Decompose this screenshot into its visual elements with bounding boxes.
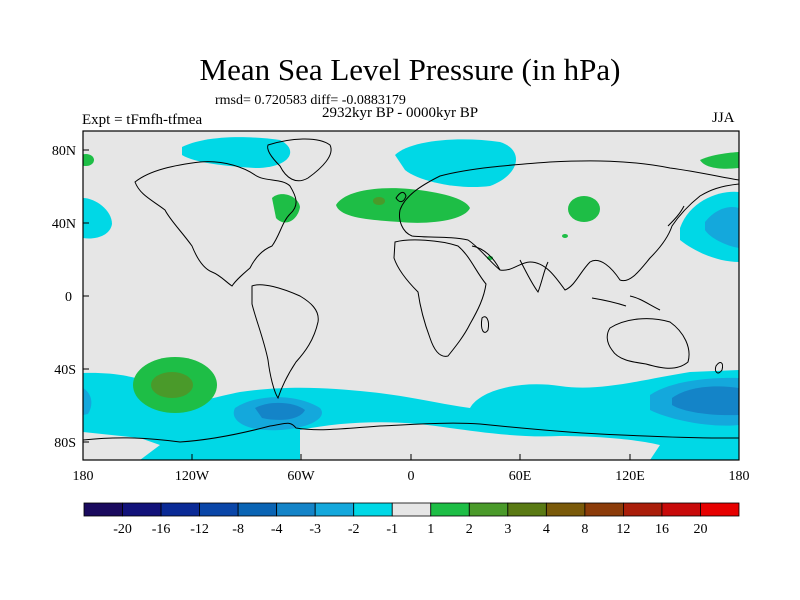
contour-south-pacific-plus2 <box>151 372 193 398</box>
colorbar-label: 3 <box>504 522 511 537</box>
colorbar-label: 2 <box>466 522 473 537</box>
contour-aus-south-minus3 <box>672 386 739 416</box>
colorbar-swatch <box>391 502 432 517</box>
colorbar-label: -1 <box>386 522 398 537</box>
colorbar-label: -4 <box>271 522 283 537</box>
colorbar-swatch <box>353 502 393 517</box>
rmsd-diff-text: rmsd= 0.720583 diff= -0.0883179 <box>215 93 406 108</box>
colorbar-swatch <box>237 502 278 517</box>
lat-label-40s: 40S <box>54 363 76 378</box>
map-title: Mean Sea Level Pressure (in hPa) <box>199 52 621 87</box>
coast-australia <box>606 318 690 369</box>
coast-antarctica <box>83 422 739 443</box>
coast-new-zealand <box>715 362 723 374</box>
contour-arctic-russia-minus1 <box>395 139 517 188</box>
contour-fields <box>83 137 739 460</box>
experiment-label: Expt = tFmfh-tfmea <box>82 112 203 128</box>
colorbar-label: -3 <box>309 522 321 537</box>
coast-greenland <box>267 138 332 182</box>
colorbar-swatch <box>507 502 547 517</box>
contour-north-atlantic-plus2 <box>373 197 385 205</box>
period-label: 2932kyr BP - 0000kyr BP <box>322 105 479 121</box>
colorbar-label: 4 <box>543 522 550 537</box>
colorbar-swatch <box>160 502 200 517</box>
contour-arctic-east-plus1 <box>700 152 739 169</box>
lon-label-180w: 180 <box>73 469 94 484</box>
coast-arabia-india <box>471 245 549 294</box>
colorbar-label: 20 <box>693 522 707 537</box>
lat-label-80s: 80S <box>54 436 76 451</box>
contour-north-america-plus1 <box>272 194 300 223</box>
coast-eurasia <box>399 160 739 291</box>
colorbar-swatch <box>314 502 355 517</box>
lon-label-0: 0 <box>408 469 415 484</box>
contour-drake-minus3 <box>255 402 305 420</box>
colorbar-label: 16 <box>655 522 669 537</box>
contour-north-pacific-east-minus2 <box>705 206 739 248</box>
colorbar-label: -16 <box>152 522 171 537</box>
lon-label-60w: 60W <box>287 469 315 484</box>
colorbar-swatch <box>584 502 624 517</box>
colorbar-label: 1 <box>427 522 434 537</box>
lat-label-0: 0 <box>65 290 72 305</box>
contour-arctic-west-plus1 <box>83 154 94 166</box>
contour-west-antarctic-neutral <box>83 432 160 460</box>
colorbar-swatch <box>276 502 316 517</box>
contour-antarctic-neutral <box>300 422 660 460</box>
colorbar-swatch <box>199 502 239 517</box>
colorbar-label: 8 <box>581 522 588 537</box>
coast-africa <box>393 239 487 357</box>
colorbar-swatch <box>430 502 470 517</box>
colorbar-swatch <box>545 502 586 517</box>
lon-label-120w: 120W <box>175 469 210 484</box>
colorbar-label: -12 <box>190 522 209 537</box>
coast-south-america <box>251 284 319 400</box>
colorbar-swatch <box>122 502 162 517</box>
coast-madagascar <box>481 316 489 333</box>
lon-label-60e: 60E <box>509 469 532 484</box>
lat-label-80n: 80N <box>52 144 76 159</box>
contour-greenland-minus1 <box>182 137 291 168</box>
contour-africa-plus1 <box>562 234 568 238</box>
colorbar-swatch <box>661 502 701 517</box>
colorbar-swatch <box>700 502 740 517</box>
lat-label-40n: 40N <box>52 217 76 232</box>
lon-label-180e: 180 <box>729 469 750 484</box>
colorbar-label: 12 <box>616 522 630 537</box>
axis-ticks <box>82 149 740 460</box>
coast-japan <box>667 205 685 227</box>
coastlines <box>83 138 739 443</box>
season-label: JJA <box>712 110 735 126</box>
colorbar-label: -20 <box>113 522 132 537</box>
colorbar: -20 -16 -12 -8 -4 -3 -2 -1 1 2 3 4 8 12 16 20 <box>83 502 740 537</box>
contour-west-edge-minus2 <box>83 388 92 415</box>
contour-central-asia-plus1 <box>568 196 600 222</box>
colorbar-swatch <box>468 502 509 517</box>
coast-britain <box>395 191 407 203</box>
colorbar-swatch <box>83 502 123 517</box>
contour-north-atlantic-plus1 <box>336 188 470 223</box>
lon-label-120e: 120E <box>615 469 645 484</box>
coast-indonesia <box>591 295 661 311</box>
colorbar-swatch <box>623 502 663 517</box>
coast-north-america <box>134 161 297 287</box>
contour-north-pacific-west-minus1 <box>83 198 112 239</box>
colorbar-label: -2 <box>348 522 360 537</box>
colorbar-label: -8 <box>232 522 244 537</box>
